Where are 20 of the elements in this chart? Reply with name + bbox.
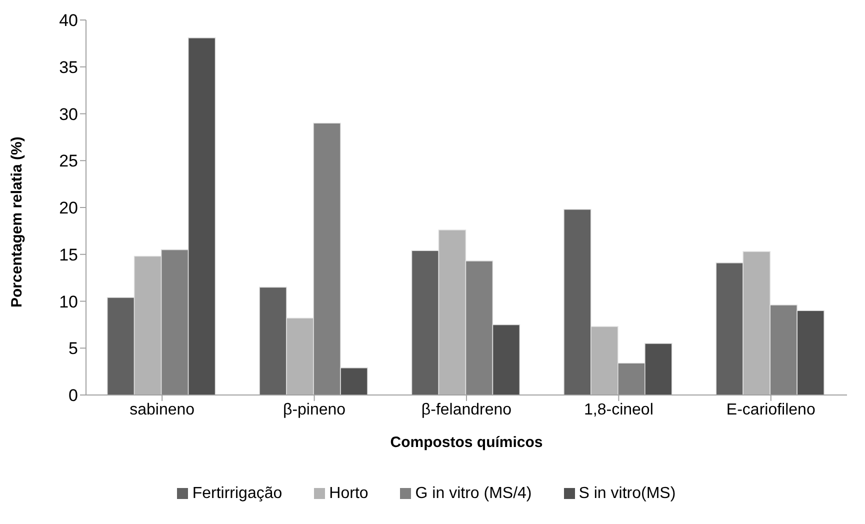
y-tick-label: 25 xyxy=(59,152,78,171)
y-axis-title: Porcentagem relatia (%) xyxy=(8,136,26,308)
legend-label: G in vitro (MS/4) xyxy=(415,485,532,502)
legend-label: S in vitro(MS) xyxy=(578,485,676,502)
y-tick-label: 35 xyxy=(59,58,78,77)
y-tick-label: 40 xyxy=(59,11,78,30)
x-tick-label: β-felandreno xyxy=(421,401,512,418)
y-tick-label: 20 xyxy=(59,198,78,218)
x-axis-title: Compostos químicos xyxy=(390,434,543,451)
legend-label: Horto xyxy=(329,485,368,502)
y-tick-label: 30 xyxy=(59,104,78,124)
y-tick-label: 5 xyxy=(68,339,78,358)
y-tick-label: 10 xyxy=(59,292,78,312)
x-tick-label: sabineno xyxy=(130,401,195,418)
y-tick-label: 0 xyxy=(68,386,78,406)
x-tick-label: 1,8-cineol xyxy=(584,401,654,418)
x-tick-label: E-cariofileno xyxy=(726,401,816,418)
legend-label: Fertirrigação xyxy=(192,485,282,502)
y-tick-label: 15 xyxy=(59,245,78,264)
x-tick-label: β-pineno xyxy=(283,401,346,418)
